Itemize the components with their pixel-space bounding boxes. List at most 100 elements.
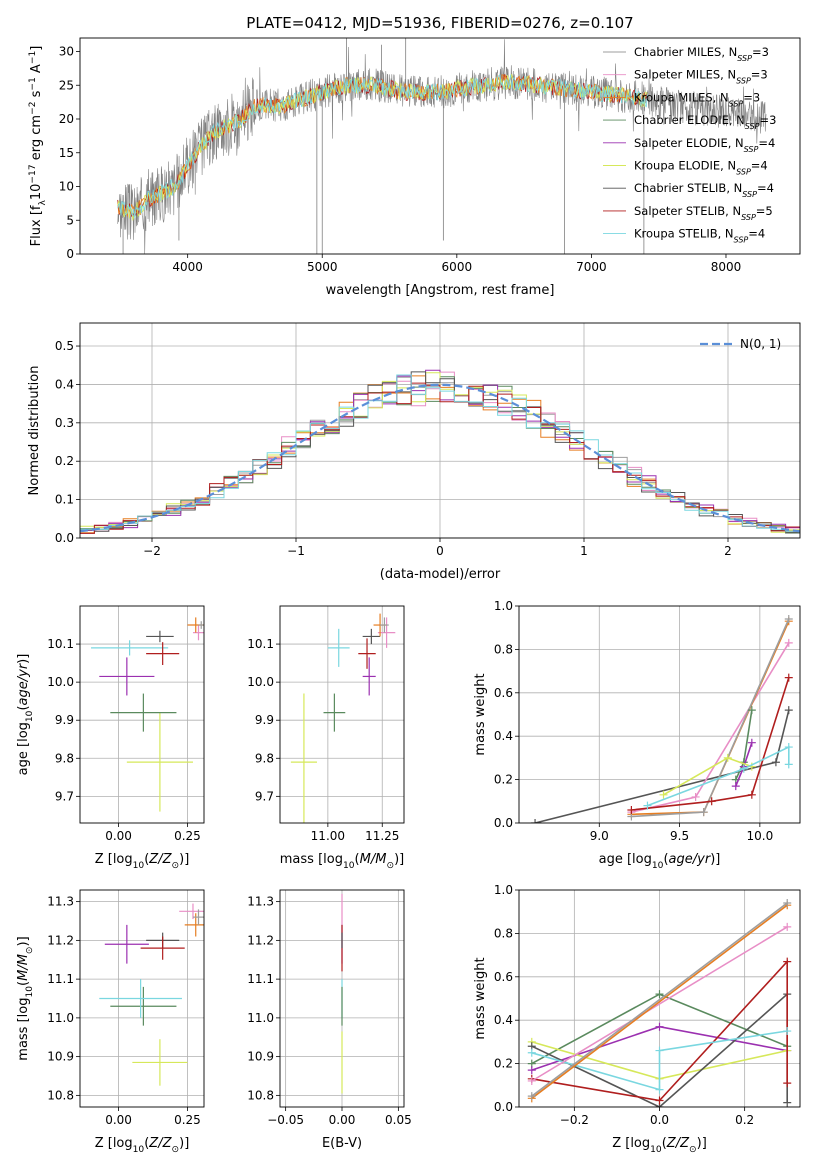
errorbar-salpeter-stelib [358, 638, 376, 669]
marker [527, 1066, 536, 1075]
marker [527, 1092, 536, 1101]
y-tick-label: 9.8 [255, 751, 274, 765]
marker [784, 615, 793, 624]
errorbar-salpeter-miles [377, 617, 396, 648]
y-tick-label: 5 [66, 213, 74, 227]
errorbar-chabrier-miles [198, 621, 204, 629]
x-tick-label: 0 [436, 544, 444, 558]
x-tick-label: 5000 [307, 260, 338, 274]
y-tick-label: 0.0 [55, 531, 74, 545]
marker [747, 706, 756, 715]
legend-entry: Kroupa ELODIE, NSSP=4 [634, 159, 768, 177]
y-tick-label: 15 [59, 146, 74, 160]
plot-residuals: −2 −1 0 1 2 0.0 0.1 0.2 0.3 0.4 0.5 (data-model)/er… [27, 322, 801, 582]
series-kroupa-stelib [647, 745, 790, 807]
y-tick-label: 1.0 [494, 599, 513, 613]
x-axis-label: mass [log10(M/M⊙)] [280, 852, 404, 871]
y-tick-label: 0.8 [494, 926, 513, 940]
x-axis-label: E(B-V) [322, 1136, 362, 1151]
x-axis-label: wavelength [Angstrom, rest frame] [326, 283, 555, 298]
plot-age-vs-mass: 11.00 11.25 9.7 9.8 9.9 10.0 10.1 mass [log10(M… [247, 605, 405, 871]
marker [783, 1079, 792, 1088]
legend-entry: Chabrier STELIB, NSSP=4 [634, 181, 774, 199]
x-axis-label: Z [log10(Z/Z⊙)] [95, 852, 190, 871]
x-axis-label: Z [log10(Z/Z⊙)] [95, 1136, 190, 1155]
marker [731, 782, 740, 791]
marker [643, 801, 652, 810]
marker [771, 758, 780, 767]
x-tick-label: 11.25 [365, 829, 399, 843]
legend-entry: Kroupa MILES, NSSP=3 [634, 90, 760, 108]
errorbar-salpeter-elodie [104, 924, 149, 964]
y-tick-label: 11.2 [47, 933, 74, 947]
plot-mass-weight-vs-z: −0.2 0.0 0.2 0.0 0.2 0.4 0.6 0.8 1.0 Z [log10(Z/Z… [473, 883, 801, 1155]
y-tick-label: 11.1 [47, 972, 74, 986]
series-kroupa-stelib [531, 1030, 788, 1091]
x-tick-label: 0.25 [174, 1113, 201, 1127]
y-tick-label: 10.1 [247, 637, 274, 651]
errorbar-salpeter-miles [192, 625, 204, 641]
plot-area [117, 38, 767, 254]
series-chabrier-miles [531, 902, 788, 1097]
y-tick-label: 30 [59, 45, 74, 59]
plot-area [80, 890, 204, 1107]
marker [707, 797, 716, 806]
errorbar-chabrier-elodie [110, 986, 177, 1026]
x-tick-label: 9.0 [590, 829, 609, 843]
errorbar-salpeter-miles [179, 903, 204, 920]
axes-frame [279, 605, 405, 824]
plot-area [80, 323, 800, 538]
x-tick-label: 0.00 [105, 1113, 132, 1127]
series-salpeter-miles [631, 642, 790, 813]
y-axis-label: mass weight [473, 673, 488, 755]
errorbar-kroupa-elodie [132, 1039, 188, 1086]
y-axis-label: mass weight [473, 957, 488, 1039]
y-tick-label: 9.9 [255, 713, 274, 727]
errorbar-kroupa-stelib [99, 979, 182, 1018]
marker [784, 673, 793, 682]
y-tick-label: 0.6 [494, 686, 513, 700]
legend-entry: Salpeter MILES, NSSP=3 [634, 68, 768, 86]
y-tick-label: 25 [59, 78, 74, 92]
y-tick-label: 11.0 [47, 1011, 74, 1025]
plot-age-vs-z: 0.00 0.25 9.7 9.8 9.9 10.0 10.1 Z [log10(Z/Z⊙)]… [16, 605, 205, 871]
marker [527, 1076, 536, 1085]
series-chabrier-miles [631, 618, 790, 818]
y-tick-label: 0.4 [494, 1013, 513, 1027]
x-tick-label: 6000 [442, 260, 473, 274]
y-axis-label: Normed distribution [27, 366, 42, 496]
x-tick-label: −1 [287, 544, 305, 558]
figure-title: PLATE=0412, MJD=51936, FIBERID=0276, z=0… [246, 14, 633, 32]
legend-entry: Salpeter ELODIE, NSSP=4 [634, 136, 775, 154]
y-tick-label: 11.1 [247, 972, 274, 986]
x-tick-label: −0.2 [560, 1113, 589, 1127]
errorbar-chabrier-elodie [323, 693, 346, 732]
plot-mass-vs-z: 0.00 0.25 10.8 10.9 11.0 11.1 11.2 11.3 Z [log10… [16, 889, 205, 1155]
marker [783, 1027, 792, 1036]
y-tick-label: 10.0 [47, 675, 74, 689]
y-tick-label: 0.4 [494, 729, 513, 743]
data-spectrum [117, 39, 767, 254]
marker [783, 957, 792, 966]
y-tick-label: 0.2 [494, 773, 513, 787]
axes-frame [79, 37, 801, 255]
series-kroupa-miles [531, 904, 788, 1099]
y-tick-label: 0.8 [494, 642, 513, 656]
series-salpeter-stelib [631, 677, 790, 811]
x-tick-label: −2 [143, 544, 161, 558]
x-tick-label: 0.25 [174, 829, 201, 843]
marker [655, 1085, 664, 1094]
errorbar-salpeter-elodie [99, 657, 155, 696]
marker [784, 638, 793, 647]
y-tick-label: 10.9 [247, 1050, 274, 1064]
errorbar-salpeter-stelib [140, 936, 185, 960]
series-salpeter-stelib [531, 959, 788, 1102]
y-tick-label: 9.7 [255, 789, 274, 803]
marker [699, 808, 708, 817]
series-salpeter-miles [531, 926, 788, 1082]
y-axis-label: mass [log10(M/M⊙)] [16, 936, 35, 1060]
series-kroupa-miles [631, 620, 790, 816]
x-tick-label: 0.00 [329, 1113, 356, 1127]
marker [739, 764, 748, 773]
